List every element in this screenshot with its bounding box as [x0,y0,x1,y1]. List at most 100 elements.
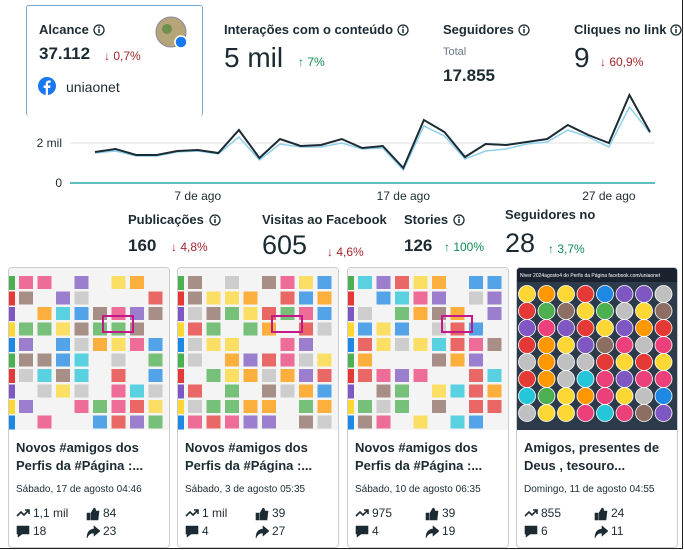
thumb-photo [518,370,536,388]
thumb-photo [376,400,391,413]
thumb-photo [450,307,465,320]
post-title[interactable]: Novos #amigos dos [16,440,139,455]
thumb-photo [56,353,70,367]
thumb-photo [654,370,673,388]
x-tick-label: 17 de ago [377,189,431,203]
thumb-photo [206,307,221,320]
thumb-photo [299,384,313,398]
thumb-stripe [9,369,15,383]
post-title[interactable]: Perfis da #Página :... [185,458,313,473]
comments-count: 4 [372,524,379,538]
info-dot [98,26,100,29]
page-avatar [155,16,188,49]
thumb-photo [432,307,446,320]
thumb-photo [262,353,276,367]
info-icon [518,24,530,36]
thumb-stripe [348,322,354,337]
thumb-photo [299,415,313,429]
info-icon [209,214,221,226]
thumb-photo [225,400,239,413]
thumb-photo [537,336,556,354]
thumb-photo [148,400,163,413]
thumb-stripe [178,415,184,430]
reach-glyph [185,509,199,517]
series-line [94,92,651,170]
post-card[interactable]: Niver 2024agosto4 do Perfis da Página fa… [516,267,678,548]
thumb-photo [262,322,276,336]
comments-glyph [185,525,199,538]
post-title[interactable]: Deus , tesouro... [524,458,626,473]
thumb-photo [432,353,446,367]
thumb-stripe [178,400,184,414]
thumb-photo [188,322,202,336]
info-circle [453,214,465,226]
thumb-photo [413,291,428,305]
thumb-photo [111,400,126,413]
selected-card[interactable] [26,5,203,116]
post-title[interactable]: Perfis da #Página :... [355,458,483,473]
reactions-icon [86,507,100,521]
reach-count: 1,1 mil [33,506,69,520]
post-card[interactable]: Novos #amigos dos Perfis da #Página :... S… [347,267,509,548]
line-chart: 0 2 mil 7 de ago 17 de ago 27 de ago [37,92,655,203]
reach-glyph [355,509,369,517]
thumb-photo [280,276,295,289]
thumb-photo [576,319,595,337]
thumb-photo [487,369,502,382]
series-line [94,105,651,172]
thumb-photo [654,387,673,405]
thumb-photo [395,338,409,351]
thumb-photo [280,384,295,398]
thumb-photo [188,276,202,289]
thumb-photo [635,370,653,388]
thumb-photo [376,322,391,336]
post-title[interactable]: Amigos, presentes de [524,440,660,455]
thumb-photo [243,400,258,413]
thumb-photo [557,404,575,422]
thumb-photo [432,338,446,351]
thumb-stripe [9,400,15,414]
post-title[interactable]: Novos #amigos dos [355,440,478,455]
thumb-photo [469,369,483,382]
thumb-photo [93,322,107,336]
metric-change: ↑ 100% [444,240,485,254]
shares-glyph [425,525,439,539]
thumb-photo [576,336,595,354]
post-card[interactable]: Novos #amigos dos Perfis da #Página :... S… [177,267,339,548]
thumb-photo [243,322,258,336]
post-card[interactable]: Novos #amigos dos Perfis da #Página :... S… [8,267,170,548]
thumb-photo [615,302,634,320]
thumb-photo [56,369,70,382]
thumb-photo [74,322,89,336]
post-title[interactable]: Perfis da #Página :... [16,458,144,473]
metric-value: 160 [128,236,157,255]
info-dot [402,26,404,29]
thumb-photo [376,276,391,289]
comments-count: 4 [202,524,209,538]
thumb-photo [518,404,536,422]
thumb-photo [469,353,483,367]
thumb-photo [93,338,107,351]
thumb-photo [19,291,33,305]
thumb-photo [130,384,144,398]
thumb-stripe [348,338,354,352]
thumb-stripe [178,384,184,399]
thumb-photo [243,353,258,367]
thumb-photo [243,415,258,429]
post-title[interactable]: Novos #amigos dos [185,440,308,455]
thumb-photo [537,370,556,388]
thumb-photo [654,336,673,354]
thumb-photo [596,370,614,388]
reach-icon [185,509,199,517]
thumb-photo [299,369,313,382]
thumb-photo [225,353,239,367]
thumb-photo [206,322,221,336]
thumb-photo [206,291,221,305]
comments-glyph [16,525,30,538]
thumb-photo [358,400,372,413]
thumb-photo [225,276,239,289]
avatar-spot [162,24,172,34]
thumb-stripe [9,291,15,306]
thumb-photo [111,353,126,367]
thumb-photo [93,400,107,413]
